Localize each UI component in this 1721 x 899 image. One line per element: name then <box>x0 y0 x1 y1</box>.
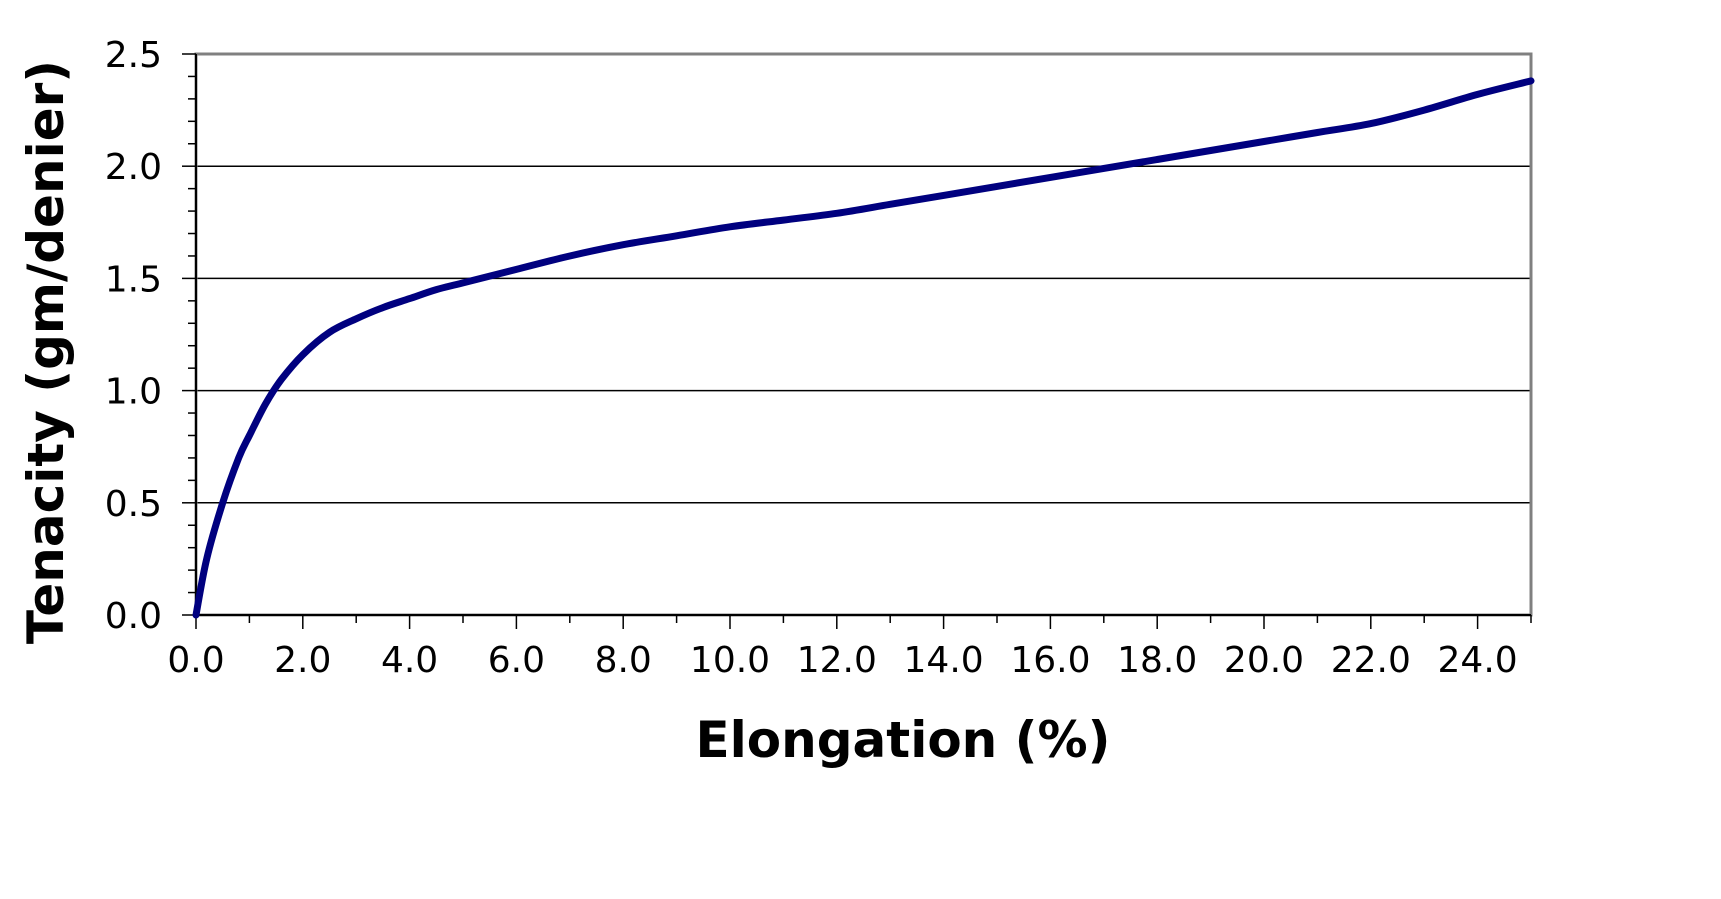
gridlines <box>196 165 1531 504</box>
y-tick-label: 1.0 <box>105 372 162 413</box>
axes <box>195 54 1531 616</box>
x-tick-label: 8.0 <box>595 640 652 681</box>
series-lines <box>192 77 1535 619</box>
x-tick-label: 6.0 <box>488 640 545 681</box>
series-line-tenacity <box>192 77 1535 619</box>
x-tick-label: 12.0 <box>797 640 877 681</box>
x-tick-label: 10.0 <box>690 640 770 681</box>
x-tick-label: 20.0 <box>1224 640 1304 681</box>
tick-marks <box>182 53 1532 629</box>
x-tick-label: 24.0 <box>1438 640 1518 681</box>
x-tick-label: 16.0 <box>1010 640 1090 681</box>
x-tick-label: 0.0 <box>167 640 224 681</box>
y-axis-title: Tenacity (gm/denier) <box>17 60 75 644</box>
x-tick-label: 14.0 <box>904 640 984 681</box>
x-axis-title: Elongation (%) <box>696 711 1111 769</box>
y-tick-label: 2.5 <box>105 35 162 76</box>
y-tick-label: 1.5 <box>105 259 162 300</box>
plot-area-frame <box>194 52 1533 617</box>
x-tick-label: 18.0 <box>1117 640 1197 681</box>
x-tick-label: 4.0 <box>381 640 438 681</box>
y-tick-label: 0.5 <box>105 484 162 525</box>
x-tick-label: 22.0 <box>1331 640 1411 681</box>
y-tick-label: 0.0 <box>105 596 162 637</box>
tick-labels: 0.0 0.5 1.0 1.5 2.0 2.5 0.0 2.0 4.0 6.0 8.0 10.0 12.… <box>105 35 1518 681</box>
x-tick-label: 2.0 <box>274 640 331 681</box>
y-tick-label: 2.0 <box>105 147 162 188</box>
